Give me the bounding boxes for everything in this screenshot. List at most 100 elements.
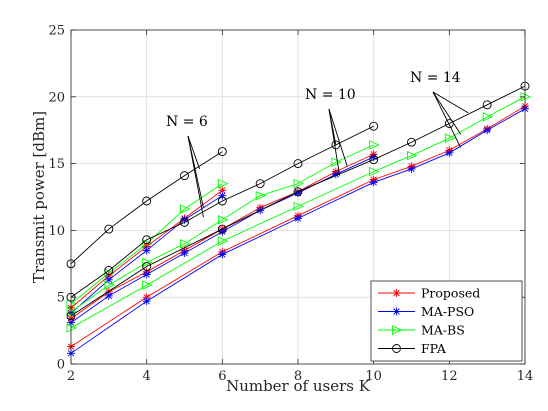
data-point <box>180 217 189 227</box>
data-point <box>483 126 492 135</box>
x-tick-label: 4 <box>143 369 151 384</box>
annotation-pointer <box>432 91 469 114</box>
axis-ticks: 2 4 6 8 10 12 14 0 5 10 15 20 25 <box>48 24 533 385</box>
series-line <box>70 151 223 265</box>
data-point <box>392 307 401 316</box>
data-point <box>142 270 151 279</box>
data-point <box>444 133 456 143</box>
data-point <box>180 204 191 214</box>
data-point <box>407 164 416 173</box>
data-point <box>104 291 113 300</box>
data-point <box>142 297 151 306</box>
data-point <box>445 148 454 157</box>
series-line <box>70 125 374 298</box>
legend-label: FPA <box>421 341 447 356</box>
data-point <box>180 171 189 181</box>
data-point <box>218 186 227 195</box>
data-point <box>142 262 152 271</box>
data-point <box>217 215 229 225</box>
data-point <box>217 236 229 246</box>
series-line <box>70 85 526 317</box>
data-point <box>66 307 78 317</box>
data-point <box>218 250 227 259</box>
data-point <box>392 344 401 353</box>
annotation-n-14: N = 14 <box>410 70 469 148</box>
data-point <box>369 155 379 165</box>
annotation-n-6: N = 6 <box>166 114 208 218</box>
series-fpa-n10 <box>66 121 379 302</box>
data-point <box>392 289 401 297</box>
legend-entry-ma-pso: MA-PSO <box>378 304 474 319</box>
series-line <box>70 144 374 313</box>
annotation-pointer <box>187 135 201 170</box>
x-tick-label: 10 <box>365 369 382 384</box>
data-point <box>142 235 152 245</box>
data-point <box>407 150 418 161</box>
annotation-label: N = 10 <box>305 87 356 103</box>
legend-entry-proposed: Proposed <box>378 286 480 301</box>
legend-label: Proposed <box>421 286 480 301</box>
data-point <box>293 178 305 189</box>
annotation-pointer <box>432 91 462 148</box>
data-point <box>294 214 302 223</box>
legend-entry-ma-bs: MA-BS <box>378 323 465 338</box>
data-point <box>217 224 227 234</box>
data-point <box>66 323 78 333</box>
legend-entry-fpa: FPA <box>378 341 447 356</box>
annotation-n-10: N = 10 <box>305 87 356 176</box>
annotation-pointer <box>328 108 341 176</box>
data-point <box>255 179 265 189</box>
data-point <box>369 178 378 187</box>
series-ma-pso-n14 <box>67 104 529 358</box>
data-point <box>369 166 380 177</box>
series-ma-bs-n10 <box>66 140 380 317</box>
data-point <box>331 140 341 150</box>
annotation-label: N = 6 <box>166 114 208 130</box>
x-tick-label: 8 <box>294 369 302 384</box>
data-point <box>180 239 191 249</box>
data-point <box>142 246 151 255</box>
data-point <box>369 121 379 131</box>
data-point <box>255 190 267 201</box>
annotation-pointer <box>187 135 204 218</box>
data-point <box>293 201 305 212</box>
y-tick-label: 20 <box>48 90 65 105</box>
data-point <box>217 147 227 157</box>
legend: Proposed MA-PSO MA-BS FPA <box>370 280 523 362</box>
x-tick-label: 6 <box>218 369 226 384</box>
data-point <box>66 299 78 309</box>
data-point <box>392 325 403 335</box>
data-point <box>369 140 380 150</box>
series-layer <box>66 81 532 358</box>
y-axis-label: Transmit power [dBm] <box>30 111 48 283</box>
data-point <box>217 196 227 206</box>
data-point <box>331 157 342 167</box>
y-tick-label: 25 <box>48 24 65 39</box>
y-tick-label: 15 <box>48 157 65 172</box>
annotation-pointer <box>432 91 462 135</box>
data-point <box>104 280 115 290</box>
series-ma-pso-n6 <box>67 191 227 318</box>
y-tick-label: 5 <box>57 291 65 306</box>
data-point <box>407 137 416 147</box>
x-tick-label: 12 <box>441 369 458 384</box>
data-point <box>104 266 114 275</box>
data-point <box>142 196 152 206</box>
annotation-label: N = 14 <box>410 70 461 86</box>
x-axis-label: Number of users K <box>226 377 371 395</box>
annotation-layer: N = 6 N = 10 N = 14 <box>166 70 469 218</box>
x-tick-label: 14 <box>517 369 534 384</box>
data-point <box>180 249 189 258</box>
y-tick-label: 0 <box>57 358 65 373</box>
data-point <box>217 178 229 189</box>
data-point <box>104 224 114 234</box>
annotation-pointer <box>328 108 348 167</box>
data-point <box>482 112 494 122</box>
data-point <box>142 280 153 290</box>
data-point <box>142 257 153 268</box>
data-point <box>293 187 303 197</box>
legend-label: MA-PSO <box>421 304 474 319</box>
series-line <box>70 96 526 329</box>
series-ma-bs-n14 <box>66 92 532 333</box>
